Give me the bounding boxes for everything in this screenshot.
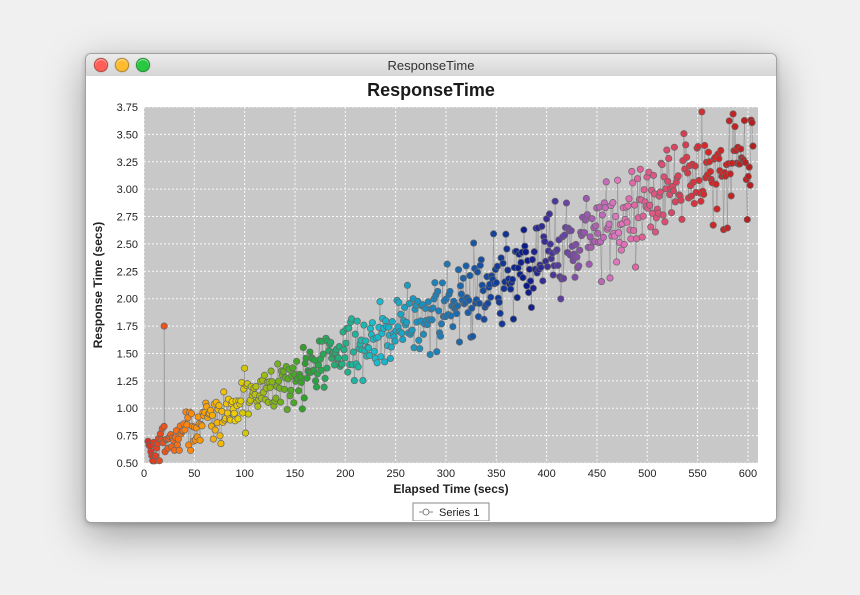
- svg-text:0: 0: [141, 468, 147, 480]
- svg-text:100: 100: [235, 468, 253, 480]
- svg-text:1.50: 1.50: [117, 348, 138, 360]
- svg-text:150: 150: [286, 468, 304, 480]
- svg-text:2.00: 2.00: [117, 294, 138, 306]
- svg-text:3.00: 3.00: [117, 184, 138, 196]
- chart-area: 0 50 100 150 200 250 300 350 400 450 500 550 600 0.50…: [86, 101, 776, 523]
- svg-text:1.00: 1.00: [117, 403, 138, 415]
- svg-text:Response Time (secs): Response Time (secs): [91, 222, 105, 349]
- zoom-icon[interactable]: [136, 58, 150, 72]
- svg-text:3.75: 3.75: [117, 102, 138, 114]
- svg-text:450: 450: [588, 468, 606, 480]
- svg-text:1.75: 1.75: [117, 321, 138, 333]
- svg-text:400: 400: [537, 468, 555, 480]
- window-traffic-lights: [94, 58, 150, 72]
- minimize-icon[interactable]: [115, 58, 129, 72]
- svg-text:250: 250: [386, 468, 404, 480]
- svg-text:Elapsed Time (secs): Elapsed Time (secs): [393, 482, 508, 496]
- close-icon[interactable]: [94, 58, 108, 72]
- svg-text:600: 600: [739, 468, 757, 480]
- svg-text:300: 300: [437, 468, 455, 480]
- window-titlebar[interactable]: ResponseTime: [86, 54, 776, 77]
- svg-text:2.25: 2.25: [117, 266, 138, 278]
- chart-title: ResponseTime: [86, 80, 776, 101]
- svg-text:200: 200: [336, 468, 354, 480]
- svg-text:3.50: 3.50: [117, 129, 138, 141]
- app-window: ResponseTime ResponseTime 0 50 100 150 200 25…: [85, 53, 777, 523]
- svg-text:2.75: 2.75: [117, 212, 138, 224]
- svg-text:2.50: 2.50: [117, 239, 138, 251]
- svg-text:0.50: 0.50: [117, 458, 138, 470]
- svg-text:350: 350: [487, 468, 505, 480]
- svg-text:Series 1: Series 1: [439, 507, 479, 519]
- svg-text:500: 500: [638, 468, 656, 480]
- svg-text:550: 550: [688, 468, 706, 480]
- window-content: ResponseTime 0 50 100 150 200 250 300 350 400 450…: [86, 76, 776, 522]
- svg-text:0.75: 0.75: [117, 431, 138, 443]
- svg-text:3.25: 3.25: [117, 157, 138, 169]
- svg-text:1.25: 1.25: [117, 376, 138, 388]
- svg-text:50: 50: [188, 468, 200, 480]
- window-title: ResponseTime: [388, 58, 475, 73]
- scatter-chart: 0 50 100 150 200 250 300 350 400 450 500 550 600 0.50…: [86, 101, 776, 521]
